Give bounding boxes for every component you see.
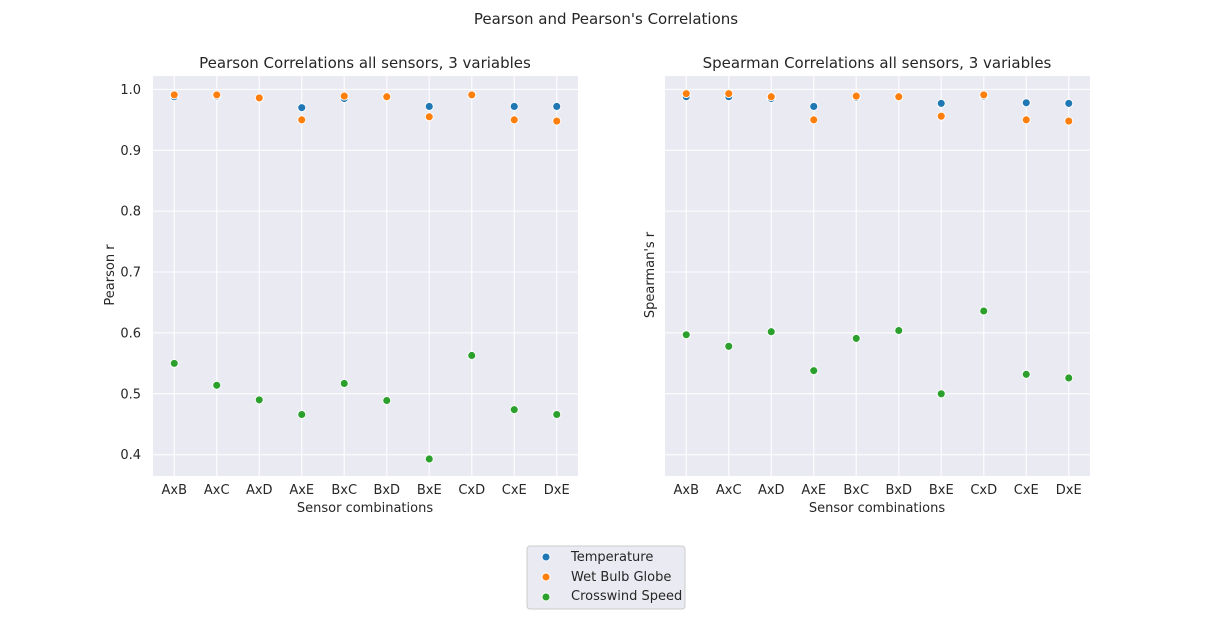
legend-marker-temperature (541, 552, 551, 562)
spearman-x-axis-label: Sensor combinations (809, 501, 945, 516)
pearson-point-crosswind-speed-axb (169, 358, 179, 368)
pearson-point-wet-bulb-globe-cxe (509, 115, 519, 125)
spearman-point-wet-bulb-globe-axe (809, 115, 819, 125)
spearman-point-crosswind-speed-dxe (1064, 373, 1074, 383)
spearman-point-wet-bulb-globe-cxd (979, 90, 989, 100)
pearson-x-tick-label: AxD (246, 483, 273, 498)
spearman-x-tick-label: DxE (1056, 483, 1082, 498)
spearman-point-crosswind-speed-axe (809, 366, 819, 376)
spearman-point-crosswind-speed-axc (724, 341, 734, 351)
spearman-point-temperature-cxe (1021, 98, 1031, 108)
pearson-chart: Pearson Correlations all sensors, 3 vari… (103, 54, 578, 516)
pearson-point-wet-bulb-globe-axd (254, 93, 264, 103)
spearman-point-wet-bulb-globe-bxc (851, 91, 861, 101)
figure-suptitle: Pearson and Pearson's Correlations (474, 10, 738, 28)
spearman-point-crosswind-speed-bxd (894, 326, 904, 335)
spearman-point-wet-bulb-globe-axb (681, 89, 691, 99)
pearson-point-wet-bulb-globe-dxe (552, 116, 562, 126)
pearson-x-tick-label: BxC (331, 483, 357, 498)
legend-frame (526, 545, 686, 610)
pearson-y-tick-label: 0.5 (120, 387, 141, 402)
pearson-x-tick-label: CxE (502, 483, 527, 498)
spearman-point-crosswind-speed-axb (681, 330, 691, 340)
spearman-point-crosswind-speed-bxc (851, 333, 861, 343)
spearman-x-tick-label: CxE (1014, 483, 1039, 498)
pearson-point-wet-bulb-globe-cxd (467, 90, 477, 100)
spearman-point-wet-bulb-globe-bxe (936, 111, 946, 121)
pearson-y-tick-label: 0.8 (120, 205, 141, 220)
legend-label-wet-bulb-globe: Wet Bulb Globe (571, 570, 671, 585)
pearson-point-crosswind-speed-cxe (509, 405, 519, 415)
spearman-point-temperature-dxe (1064, 98, 1074, 108)
pearson-point-crosswind-speed-dxe (552, 410, 562, 419)
pearson-chart-title: Pearson Correlations all sensors, 3 vari… (199, 54, 531, 72)
pearson-point-crosswind-speed-axd (254, 395, 264, 405)
pearson-point-crosswind-speed-bxd (382, 396, 392, 405)
pearson-point-wet-bulb-globe-axb (169, 90, 179, 100)
spearman-chart: Spearman Correlations all sensors, 3 var… (643, 54, 1090, 516)
spearman-point-crosswind-speed-cxe (1021, 369, 1031, 379)
spearman-x-tick-label: BxE (929, 483, 954, 498)
pearson-point-crosswind-speed-axe (297, 410, 307, 419)
pearson-point-temperature-dxe (552, 101, 562, 111)
legend-label-temperature: Temperature (570, 550, 653, 565)
pearson-point-crosswind-speed-cxd (467, 351, 477, 360)
legend-label-crosswind-speed: Crosswind Speed (571, 589, 682, 604)
pearson-y-tick-label: 0.4 (120, 448, 141, 463)
legend-marker-wet-bulb-globe (541, 572, 551, 582)
pearson-x-tick-label: BxD (373, 483, 400, 498)
pearson-x-tick-label: AxB (161, 483, 187, 498)
pearson-point-crosswind-speed-bxe (424, 454, 434, 464)
pearson-x-tick-label: AxE (289, 483, 314, 498)
spearman-point-wet-bulb-globe-axc (724, 89, 734, 99)
spearman-point-wet-bulb-globe-axd (766, 92, 776, 102)
spearman-point-crosswind-speed-cxd (979, 306, 989, 316)
pearson-x-tick-label: CxD (458, 483, 485, 498)
pearson-point-temperature-axe (297, 103, 307, 113)
spearman-chart-title: Spearman Correlations all sensors, 3 var… (703, 54, 1052, 72)
pearson-y-tick-label: 0.7 (120, 266, 141, 281)
pearson-point-temperature-cxe (509, 101, 519, 111)
spearman-x-tick-label: AxE (801, 483, 826, 498)
pearson-y-tick-label: 0.6 (120, 326, 141, 341)
pearson-plot-area (153, 76, 578, 476)
legend: Temperature Wet Bulb Globe Crosswind Spe… (526, 545, 686, 610)
spearman-plot-area (665, 76, 1090, 476)
pearson-point-wet-bulb-globe-bxd (382, 92, 392, 102)
spearman-y-axis-label: Spearman's r (643, 231, 658, 318)
spearman-x-tick-label: BxD (885, 483, 912, 498)
spearman-point-temperature-axe (809, 101, 819, 111)
spearman-x-tick-label: CxD (970, 483, 997, 498)
spearman-point-wet-bulb-globe-dxe (1064, 116, 1074, 126)
spearman-x-tick-label: AxC (716, 483, 742, 498)
pearson-point-wet-bulb-globe-axc (212, 90, 222, 100)
spearman-point-crosswind-speed-bxe (936, 389, 946, 399)
pearson-x-axis-label: Sensor combinations (297, 501, 433, 516)
spearman-point-temperature-bxe (936, 98, 946, 108)
pearson-point-wet-bulb-globe-bxe (424, 112, 434, 122)
pearson-point-wet-bulb-globe-axe (297, 115, 307, 125)
pearson-x-tick-label: AxC (204, 483, 230, 498)
spearman-x-tick-label: AxB (673, 483, 699, 498)
pearson-point-crosswind-speed-axc (212, 380, 222, 390)
spearman-x-tick-label: BxC (843, 483, 869, 498)
spearman-x-tick-label: AxD (758, 483, 785, 498)
spearman-point-wet-bulb-globe-bxd (894, 92, 904, 102)
pearson-x-tick-label: DxE (544, 483, 570, 498)
legend-marker-crosswind-speed (541, 592, 551, 602)
spearman-point-wet-bulb-globe-cxe (1021, 115, 1031, 125)
pearson-x-tick-label: BxE (417, 483, 442, 498)
pearson-y-axis-label: Pearson r (103, 244, 118, 306)
pearson-y-tick-label: 0.9 (120, 144, 141, 159)
spearman-point-crosswind-speed-axd (766, 327, 776, 337)
pearson-point-temperature-bxe (424, 101, 434, 111)
pearson-point-crosswind-speed-bxc (339, 379, 349, 388)
pearson-point-wet-bulb-globe-bxc (339, 91, 349, 101)
pearson-y-tick-label: 1.0 (120, 83, 141, 98)
